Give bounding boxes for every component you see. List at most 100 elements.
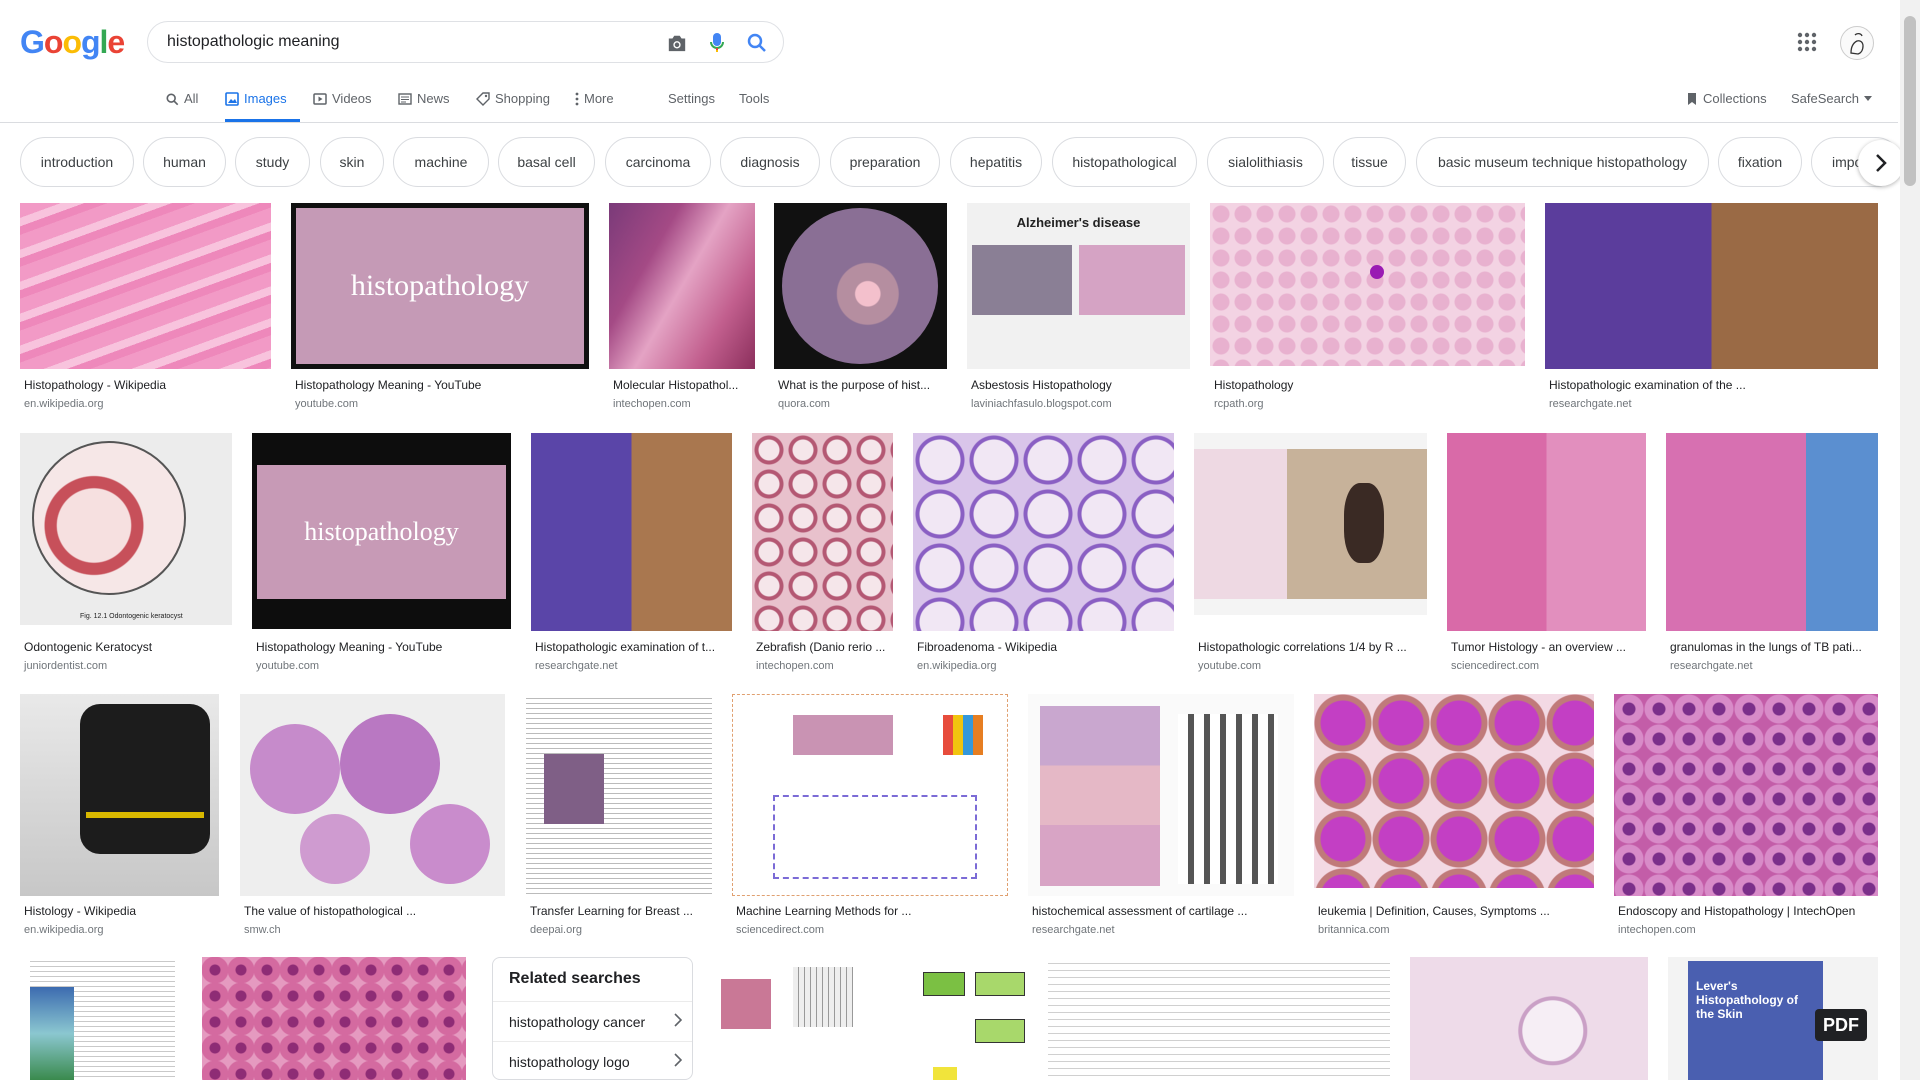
result-thumbnail[interactable]: [531, 433, 732, 631]
result-title[interactable]: granulomas in the lungs of TB pati...: [1670, 640, 1862, 654]
related-item[interactable]: histopathology logo: [493, 1041, 692, 1079]
chip[interactable]: basic museum technique histopathology: [1416, 137, 1709, 187]
related-item[interactable]: histopathology cancer: [493, 1001, 692, 1041]
tab-videos[interactable]: Videos: [313, 88, 377, 122]
result-title[interactable]: Histology - Wikipedia: [24, 904, 137, 918]
chip[interactable]: hepatitis: [950, 137, 1042, 187]
result-thumbnail[interactable]: [30, 957, 175, 1080]
microphone-icon[interactable]: [705, 31, 729, 55]
tab-more[interactable]: More: [575, 88, 625, 122]
chip[interactable]: basal cell: [498, 137, 595, 187]
result-thumbnail[interactable]: [1314, 694, 1594, 888]
thumbnail-text: histopathology: [296, 208, 584, 364]
result-thumbnail[interactable]: [774, 203, 947, 369]
scrollbar[interactable]: [1900, 0, 1920, 1080]
result-thumbnail[interactable]: [20, 203, 271, 369]
chip[interactable]: tissue: [1333, 137, 1406, 187]
result-thumbnail[interactable]: [1194, 433, 1427, 615]
result-thumbnail[interactable]: [713, 957, 1028, 1080]
result-thumbnail[interactable]: [1666, 433, 1878, 631]
tab-settings[interactable]: Settings: [668, 91, 715, 106]
chip[interactable]: histopathological: [1052, 137, 1197, 187]
result-title[interactable]: Zebrafish (Danio rerio ...: [756, 640, 886, 654]
chip[interactable]: sialolithiasis: [1207, 137, 1324, 187]
thumbnail-text: histopathology: [257, 465, 506, 599]
refinement-chips: introduction human study skin machine ba…: [0, 137, 1898, 189]
result-thumbnail[interactable]: [732, 694, 1008, 896]
result-thumbnail[interactable]: [20, 694, 219, 896]
result-title[interactable]: Histopathology: [1214, 378, 1294, 392]
result-title[interactable]: Tumor Histology - an overview ...: [1451, 640, 1626, 654]
result-thumbnail[interactable]: [202, 957, 466, 1080]
chip[interactable]: carcinoma: [605, 137, 711, 187]
result-title[interactable]: Fibroadenoma - Wikipedia: [917, 640, 1058, 654]
collections-button[interactable]: Collections: [1686, 88, 1776, 122]
tab-all[interactable]: All: [166, 88, 206, 122]
bookmark-icon: [1688, 93, 1696, 105]
tab-news[interactable]: News: [398, 88, 454, 122]
search-icon[interactable]: [745, 31, 769, 55]
chip[interactable]: machine: [393, 137, 489, 187]
search-input[interactable]: histopathologic meaning: [167, 33, 340, 50]
result-source: researchgate.net: [1032, 924, 1115, 936]
result-title[interactable]: What is the purpose of hist...: [778, 378, 931, 392]
google-logo[interactable]: Google: [20, 24, 125, 60]
result-title[interactable]: The value of histopathological ...: [244, 904, 417, 918]
chip[interactable]: human: [143, 137, 226, 187]
chevron-right-icon: [674, 1013, 682, 1027]
result-thumbnail[interactable]: Fig. 12.1 Odontogenic keratocyst: [20, 433, 232, 625]
chip[interactable]: diagnosis: [720, 137, 820, 187]
thumbnail-text: Alzheimer's disease: [1016, 215, 1141, 230]
result-title[interactable]: histochemical assessment of cartilage ..…: [1032, 904, 1248, 918]
result-thumbnail[interactable]: [1447, 433, 1646, 631]
result-title[interactable]: Endoscopy and Histopathology | IntechOpe…: [1618, 904, 1856, 918]
chip[interactable]: fixation: [1718, 137, 1802, 187]
tab-images[interactable]: Images: [225, 88, 300, 122]
chip[interactable]: skin: [320, 137, 384, 187]
result-thumbnail[interactable]: Alzheimer's disease: [967, 203, 1190, 369]
pdf-badge: PDF: [1815, 1009, 1867, 1041]
result-title[interactable]: Machine Learning Methods for ...: [736, 904, 912, 918]
result-thumbnail[interactable]: [752, 433, 893, 631]
result-thumbnail[interactable]: [1210, 203, 1525, 366]
search-box[interactable]: histopathologic meaning: [147, 21, 784, 63]
result-title[interactable]: Asbestosis Histopathology: [971, 378, 1112, 392]
result-thumbnail[interactable]: [1545, 203, 1878, 369]
result-title[interactable]: Histopathology Meaning - YouTube: [256, 640, 443, 654]
chip[interactable]: preparation: [830, 137, 940, 187]
tab-shopping[interactable]: Shopping: [476, 88, 556, 122]
result-thumbnail[interactable]: histopathology: [252, 433, 511, 629]
result-title[interactable]: Transfer Learning for Breast ...: [530, 904, 693, 918]
chips-next-button[interactable]: [1858, 140, 1904, 186]
result-thumbnail[interactable]: [240, 694, 505, 896]
result-thumbnail[interactable]: [1048, 957, 1390, 1080]
result-thumbnail[interactable]: [1028, 694, 1294, 896]
result-thumbnail[interactable]: [913, 433, 1174, 631]
chip[interactable]: study: [235, 137, 310, 187]
result-source: en.wikipedia.org: [24, 398, 104, 410]
result-thumbnail[interactable]: histopathology: [291, 203, 589, 369]
result-title[interactable]: Odontogenic Keratocyst: [24, 640, 153, 654]
chip[interactable]: introduction: [20, 137, 134, 187]
result-thumbnail[interactable]: [526, 694, 712, 896]
camera-icon[interactable]: [665, 31, 689, 55]
scrollbar-thumb[interactable]: [1904, 16, 1916, 186]
result-thumbnail[interactable]: [609, 203, 755, 369]
result-source: youtube.com: [1198, 660, 1261, 672]
result-title[interactable]: Histopathology Meaning - YouTube: [295, 378, 482, 392]
result-source: researchgate.net: [1670, 660, 1753, 672]
result-title[interactable]: Molecular Histopathol...: [613, 378, 739, 392]
apps-grid-icon[interactable]: [1795, 30, 1819, 54]
tab-tools[interactable]: Tools: [739, 91, 770, 106]
result-title[interactable]: Histopathologic correlations 1/4 by R ..…: [1198, 640, 1407, 654]
result-thumbnail[interactable]: [1410, 957, 1648, 1080]
avatar[interactable]: [1840, 26, 1874, 60]
result-title[interactable]: Histopathologic examination of t...: [535, 640, 716, 654]
result-source: britannica.com: [1318, 924, 1390, 936]
result-title[interactable]: Histopathologic examination of the ...: [1549, 378, 1746, 392]
result-title[interactable]: leukemia | Definition, Causes, Symptoms …: [1318, 904, 1550, 918]
header: Google histopathologic meaning All Image…: [0, 0, 1898, 123]
result-title[interactable]: Histopathology - Wikipedia: [24, 378, 167, 392]
safesearch-dropdown[interactable]: SafeSearch: [1791, 88, 1881, 122]
result-thumbnail[interactable]: [1614, 694, 1878, 896]
